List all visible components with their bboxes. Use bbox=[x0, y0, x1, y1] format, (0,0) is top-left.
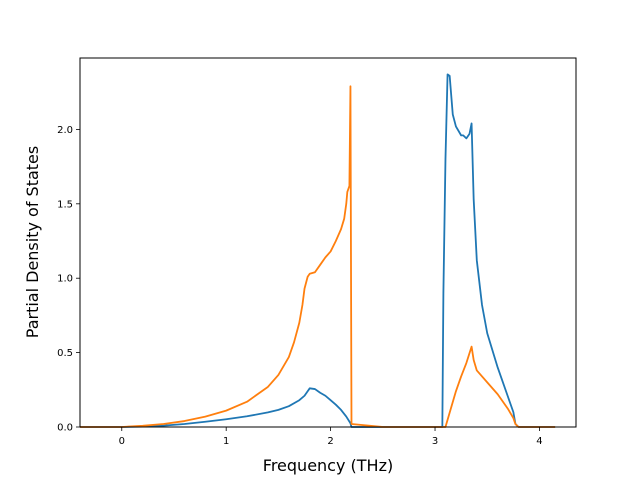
y-axis-label: Partial Density of States bbox=[23, 146, 42, 338]
y-tick-label: 1.5 bbox=[57, 199, 73, 210]
plot-frame bbox=[79, 57, 577, 428]
x-tick-label: 1 bbox=[223, 436, 229, 447]
x-axis-label: Frequency (THz) bbox=[263, 456, 393, 475]
y-tick-label: 2.0 bbox=[57, 125, 73, 136]
plot-background bbox=[80, 58, 576, 427]
x-tick-label: 3 bbox=[432, 436, 438, 447]
x-tick-label: 4 bbox=[536, 436, 542, 447]
y-tick-label: 0.5 bbox=[57, 348, 73, 359]
x-tick-label: 2 bbox=[327, 436, 333, 447]
x-tick-label: 0 bbox=[119, 436, 125, 447]
series-line-2 bbox=[80, 85, 556, 428]
ticks-layer: 0 1 2 3 4 0.0 0.5 1.0 1.5 2.0 bbox=[57, 125, 543, 447]
y-tick-label: 1.0 bbox=[57, 274, 73, 285]
y-tick-label: 0.0 bbox=[57, 423, 73, 434]
